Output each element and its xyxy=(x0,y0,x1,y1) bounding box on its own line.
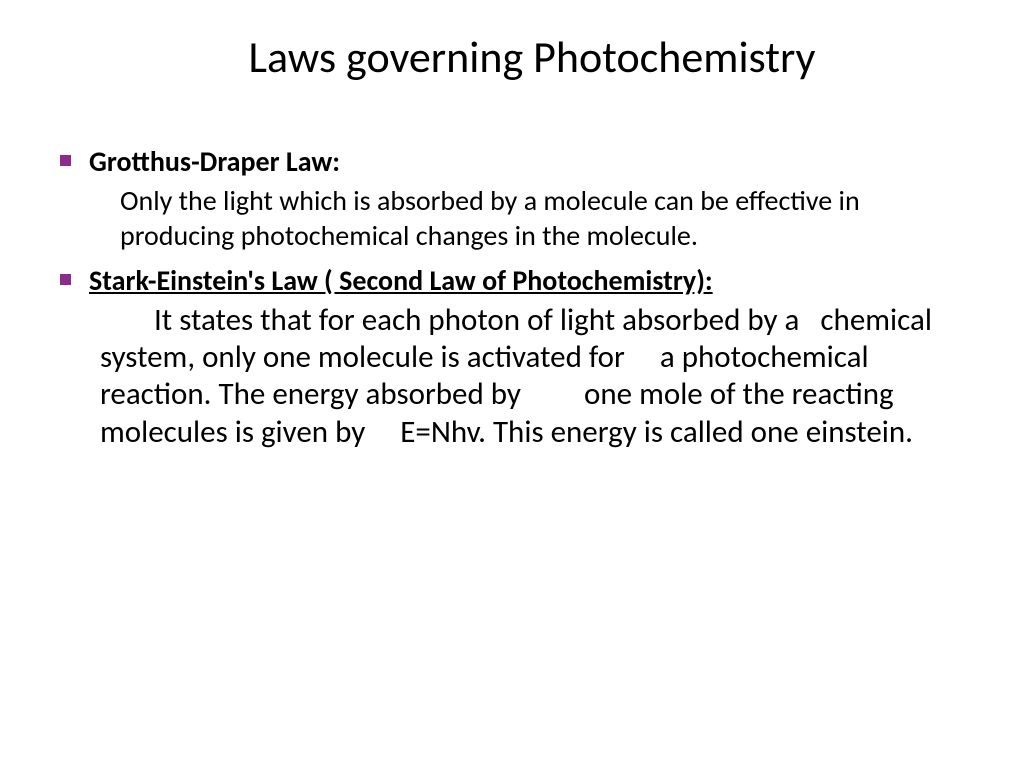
law2-item: Stark-Einstein's Law ( Second Law of Pho… xyxy=(60,263,964,298)
content-area: Grotthus-Draper Law: Only the light whic… xyxy=(60,144,964,451)
law1-item: Grotthus-Draper Law: xyxy=(60,144,964,179)
bullet-icon xyxy=(60,155,71,166)
law2-body: It states that for each photon of light … xyxy=(100,302,964,451)
law1-body: Only the light which is absorbed by a mo… xyxy=(120,183,964,253)
slide-title: Laws governing Photochemistry xyxy=(100,30,964,84)
law2-heading: Stark-Einstein's Law ( Second Law of Pho… xyxy=(89,263,713,298)
law1-heading: Grotthus-Draper Law: xyxy=(89,144,340,179)
bullet-icon xyxy=(60,274,71,285)
slide-container: Laws governing Photochemistry Grotthus-D… xyxy=(0,0,1024,768)
